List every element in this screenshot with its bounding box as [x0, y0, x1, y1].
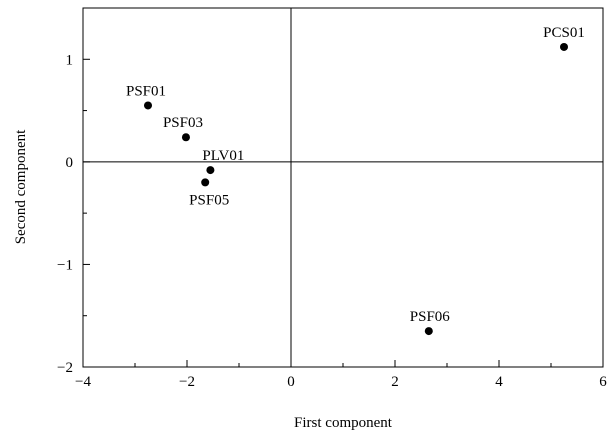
x-tick-label: −2: [179, 374, 195, 390]
y-axis-title: Second component: [13, 129, 29, 244]
data-points: PSF01 PSF03 PLV01 PSF05 PCS01 PSF06: [126, 25, 585, 336]
point-label-psf05: PSF05: [189, 192, 229, 208]
point-label-psf01: PSF01: [126, 83, 166, 99]
y-axis-ticks: −2 −1 0 1: [57, 7, 90, 376]
data-point-plv01: [206, 166, 215, 175]
plot-frame: [82, 7, 604, 368]
data-point-pcs01: [560, 42, 568, 51]
x-axis-ticks: −4 −2 0 2 4 6: [75, 360, 607, 390]
data-point-psf03: [181, 133, 190, 142]
x-tick-label: −4: [75, 374, 91, 390]
x-tick-label: 4: [495, 374, 503, 390]
point-label-plv01: PLV01: [202, 148, 244, 164]
x-tick-label: 2: [391, 374, 399, 390]
data-point-psf06: [424, 327, 433, 336]
point-label-psf03: PSF03: [163, 115, 203, 131]
y-tick-label: −1: [57, 257, 73, 273]
x-tick-label: 6: [599, 374, 607, 390]
y-tick-label: 1: [66, 52, 74, 68]
data-point-psf01: [144, 101, 152, 110]
data-point-psf05: [201, 178, 210, 187]
y-tick-label: 0: [66, 155, 74, 171]
point-label-psf06: PSF06: [410, 309, 451, 325]
point-label-pcs01: PCS01: [543, 25, 585, 41]
x-axis-title: First component: [294, 415, 393, 431]
x-tick-label: 0: [287, 374, 295, 390]
reference-lines: [83, 8, 603, 367]
y-tick-label: −2: [57, 360, 73, 376]
